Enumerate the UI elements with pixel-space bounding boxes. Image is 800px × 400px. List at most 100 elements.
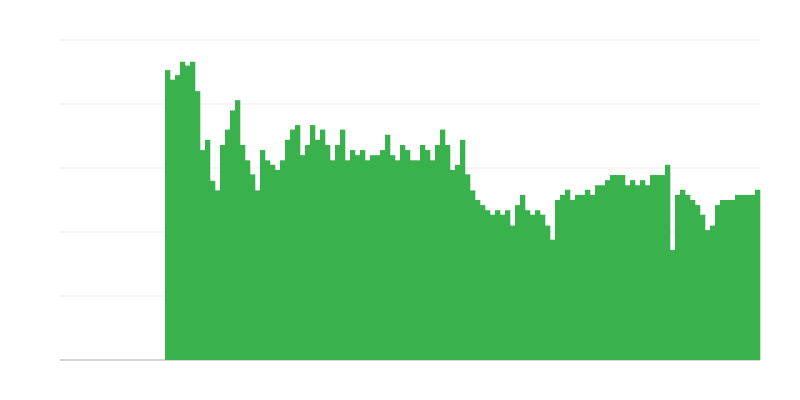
bar xyxy=(450,169,456,360)
bar xyxy=(190,61,196,360)
bar xyxy=(180,61,186,360)
bar xyxy=(345,160,351,360)
bar xyxy=(690,200,696,360)
bar xyxy=(350,150,356,360)
bar xyxy=(315,139,321,360)
bar xyxy=(290,129,296,360)
bar xyxy=(655,175,661,360)
bar xyxy=(285,139,291,360)
bar xyxy=(665,164,671,360)
bar xyxy=(250,174,256,360)
bar xyxy=(585,189,591,360)
bar xyxy=(500,214,506,360)
bar xyxy=(650,175,656,360)
bar xyxy=(715,205,721,360)
bar xyxy=(295,125,301,361)
bar xyxy=(630,180,636,360)
bar xyxy=(355,155,361,360)
bar xyxy=(435,144,441,360)
bar xyxy=(745,194,751,360)
bar xyxy=(605,180,611,360)
bar xyxy=(635,185,641,360)
bar xyxy=(325,144,331,360)
bar xyxy=(445,144,451,360)
bar xyxy=(200,150,206,360)
bar xyxy=(170,79,176,361)
bar xyxy=(580,194,586,360)
bar xyxy=(590,194,596,360)
bar xyxy=(460,139,466,360)
bar xyxy=(495,210,501,360)
bar xyxy=(485,210,491,360)
bar xyxy=(220,144,226,360)
bar xyxy=(340,129,346,360)
bar xyxy=(505,210,511,360)
bar xyxy=(680,189,686,360)
bar xyxy=(695,205,701,360)
bar xyxy=(380,150,386,360)
bar xyxy=(475,200,481,360)
bar xyxy=(440,129,446,360)
bar xyxy=(725,200,731,360)
bar xyxy=(175,75,181,360)
bar xyxy=(730,200,736,360)
bar xyxy=(275,169,281,360)
bar xyxy=(265,160,271,360)
bar xyxy=(360,150,366,360)
bar xyxy=(755,189,761,360)
bar xyxy=(520,194,526,360)
bar xyxy=(575,194,581,360)
bar xyxy=(335,144,341,360)
bar xyxy=(305,144,311,360)
bar xyxy=(195,91,201,360)
bar xyxy=(560,194,566,360)
bar xyxy=(570,200,576,360)
bar xyxy=(210,180,216,360)
bar xyxy=(425,150,431,360)
bar xyxy=(670,249,676,360)
bar xyxy=(310,125,316,361)
bar xyxy=(390,155,396,360)
bar xyxy=(455,164,461,360)
bar xyxy=(375,155,381,360)
bar xyxy=(595,185,601,360)
bar xyxy=(735,194,741,360)
bar xyxy=(720,200,726,360)
bar xyxy=(185,65,191,360)
bar xyxy=(270,164,276,360)
bar xyxy=(530,214,536,360)
bar xyxy=(675,194,681,360)
bar xyxy=(370,155,376,360)
bar xyxy=(415,160,421,360)
bar xyxy=(510,225,516,360)
bar xyxy=(405,150,411,360)
bar xyxy=(225,129,231,360)
bar xyxy=(640,180,646,360)
bar xyxy=(470,190,476,360)
bar xyxy=(215,190,221,360)
bar xyxy=(385,134,391,360)
bar xyxy=(255,190,261,360)
bar xyxy=(480,205,486,360)
bar xyxy=(535,210,541,360)
bar xyxy=(515,205,521,360)
bar xyxy=(645,185,651,360)
bar xyxy=(165,70,171,360)
bar xyxy=(260,150,266,360)
bar xyxy=(705,230,711,360)
bar xyxy=(740,194,746,360)
bar xyxy=(540,214,546,360)
bar xyxy=(750,194,756,360)
bar xyxy=(525,210,531,360)
bar xyxy=(545,225,551,360)
bar xyxy=(365,160,371,360)
bar xyxy=(235,100,241,360)
bar xyxy=(400,144,406,360)
bar xyxy=(710,225,716,360)
bar xyxy=(420,144,426,360)
bar xyxy=(600,185,606,360)
bar xyxy=(280,160,286,360)
bar xyxy=(700,214,706,360)
bar xyxy=(625,185,631,360)
